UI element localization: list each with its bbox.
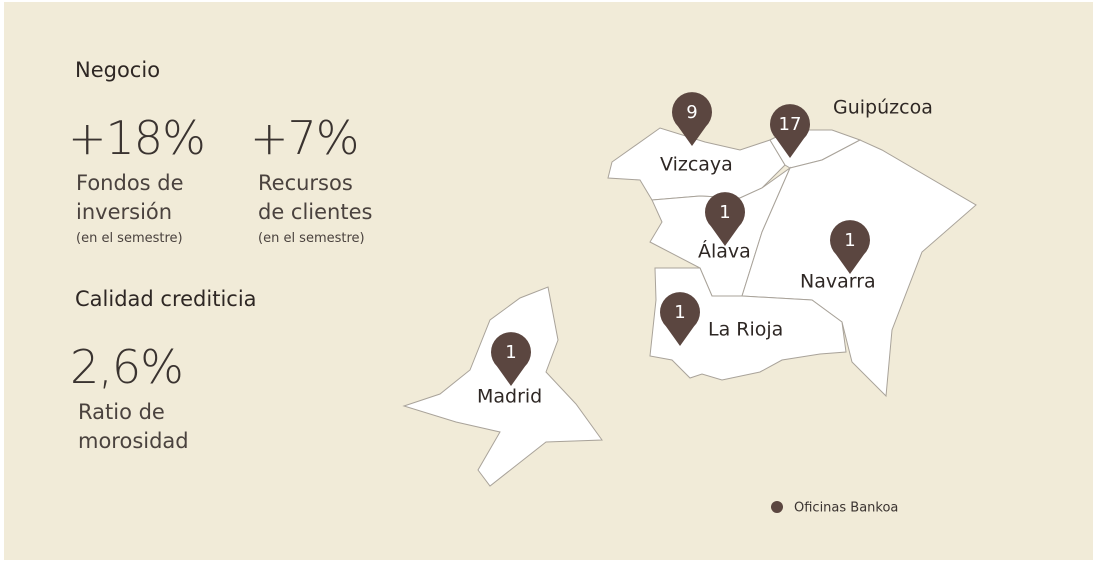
- pin: [490, 332, 531, 386]
- region-name: Vizcaya: [660, 154, 733, 176]
- stat-label: Fondos de: [76, 171, 184, 195]
- region-name: Madrid: [477, 386, 542, 408]
- region-name: La Rioja: [708, 319, 783, 341]
- stat-note: (en el semestre): [258, 231, 365, 246]
- pin: [671, 92, 712, 146]
- pin: [660, 292, 700, 346]
- pin: [769, 104, 810, 158]
- office-count: 17: [779, 114, 802, 135]
- region: [649, 267, 847, 381]
- region: [402, 286, 603, 487]
- office-count: 1: [719, 202, 730, 223]
- pin: [705, 192, 745, 246]
- office-count: 1: [844, 230, 855, 251]
- office-count: 1: [505, 342, 516, 363]
- stat-label: Ratio de: [78, 400, 165, 424]
- region-name: Álava: [698, 240, 751, 263]
- section-title: Negocio: [75, 58, 161, 82]
- office-count: 1: [674, 302, 685, 323]
- pin: [830, 220, 870, 274]
- stat-label: de clientes: [258, 200, 373, 224]
- infographic: Negocio +18% Fondos de inversión (en el seme…: [4, 2, 1093, 560]
- stat-note: (en el semestre): [76, 231, 183, 246]
- legend-dot: [771, 501, 783, 513]
- stat-value: +18%: [68, 111, 206, 165]
- legend-label: Oficinas Bankoa: [794, 501, 898, 516]
- stat-label: inversión: [76, 200, 173, 224]
- office-count: 9: [686, 102, 697, 123]
- section-title: Calidad crediticia: [75, 287, 257, 311]
- stat-label: morosidad: [78, 429, 189, 453]
- region-name: Navarra: [800, 271, 876, 293]
- region-name: Guipúzcoa: [833, 97, 933, 119]
- stat-value: +7%: [250, 111, 360, 165]
- stat-value: 2,6%: [70, 340, 184, 394]
- stat-label: Recursos: [258, 171, 353, 195]
- region: [741, 139, 977, 398]
